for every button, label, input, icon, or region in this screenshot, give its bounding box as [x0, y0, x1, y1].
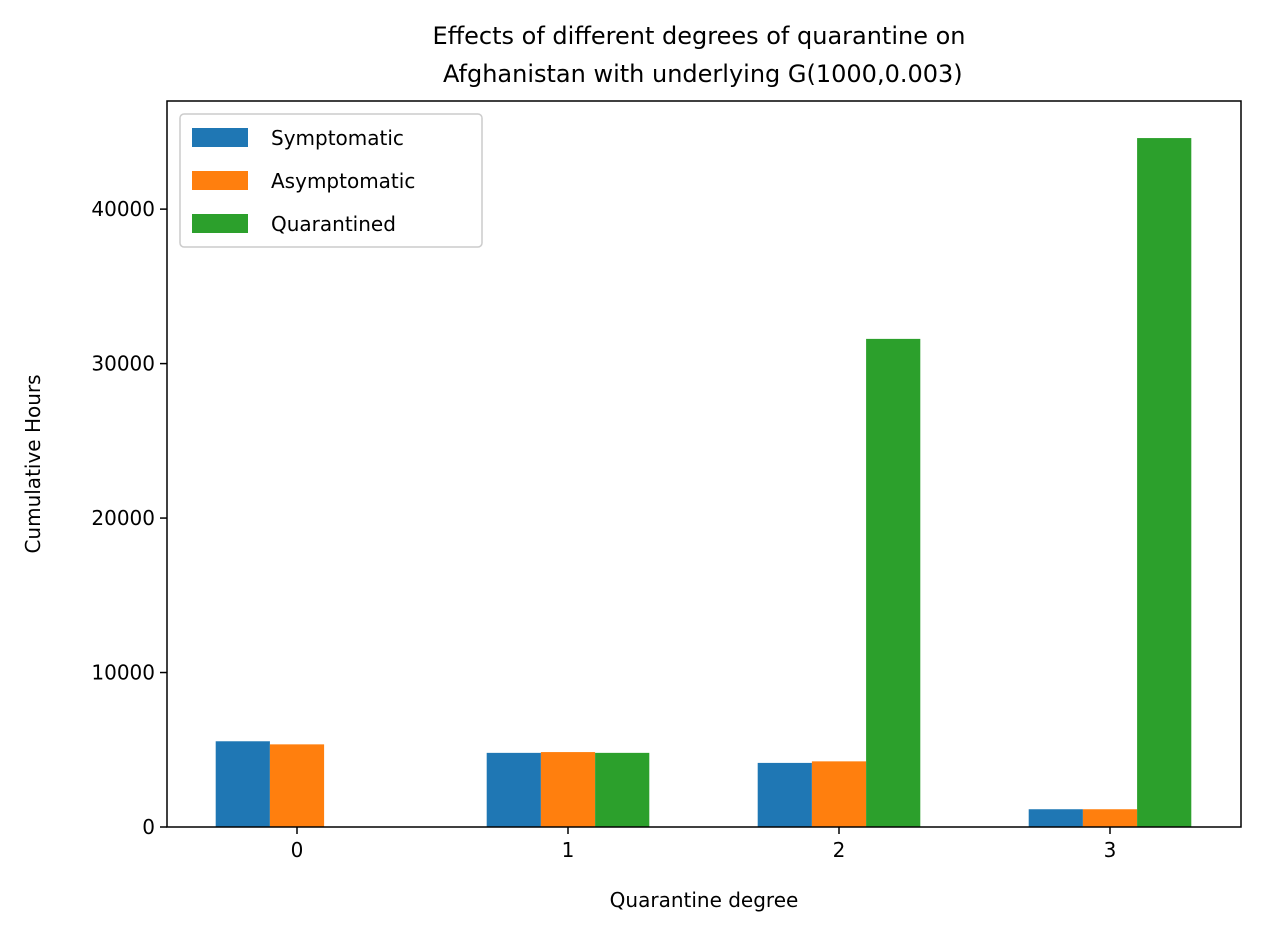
y-axis-label: Cumulative Hours [21, 374, 45, 553]
bar-symptomatic-2 [757, 762, 812, 827]
legend-label-asymptomatic: Asymptomatic [271, 169, 415, 193]
bar-quarantined-2 [866, 338, 921, 827]
y-tick-label: 20000 [91, 506, 155, 530]
bar-asymptomatic-1 [540, 752, 596, 827]
x-axis-label: Quarantine degree [610, 888, 799, 912]
bar-asymptomatic-3 [1082, 809, 1138, 827]
x-tick-label: 3 [1104, 838, 1117, 862]
x-ticks-group: 0 1 2 3 [291, 827, 1117, 862]
y-ticks-group: 0 10000 20000 30000 40000 [91, 197, 167, 839]
y-tick-label: 10000 [91, 661, 155, 685]
bar-symptomatic-3 [1028, 809, 1083, 827]
legend-swatch-asymptomatic [192, 171, 248, 190]
bar-symptomatic-0 [215, 741, 270, 827]
chart-title-line-1: Effects of different degrees of quaranti… [432, 22, 965, 50]
y-tick-label: 30000 [91, 352, 155, 376]
bar-asymptomatic-2 [811, 761, 867, 827]
bar-symptomatic-1 [486, 752, 541, 827]
legend-box [179, 113, 483, 248]
legend: Symptomatic Asymptomatic Quarantined [179, 113, 483, 248]
y-tick-label: 40000 [91, 197, 155, 221]
legend-label-quarantined: Quarantined [271, 212, 396, 236]
x-tick-label: 0 [291, 838, 304, 862]
legend-swatch-symptomatic [192, 128, 248, 147]
bar-quarantined-1 [595, 752, 650, 827]
axes-frame [166, 100, 1242, 828]
legend-label-symptomatic: Symptomatic [271, 126, 404, 150]
y-tick-label: 0 [142, 815, 155, 839]
x-tick-label: 2 [833, 838, 846, 862]
bar-asymptomatic-0 [269, 744, 325, 827]
bars-group [215, 138, 1192, 827]
legend-swatch-quarantined [192, 214, 248, 233]
x-tick-label: 1 [562, 838, 575, 862]
chart-title-line-2: Afghanistan with underlying G(1000,0.003… [435, 60, 962, 88]
bar-quarantined-3 [1137, 138, 1192, 827]
